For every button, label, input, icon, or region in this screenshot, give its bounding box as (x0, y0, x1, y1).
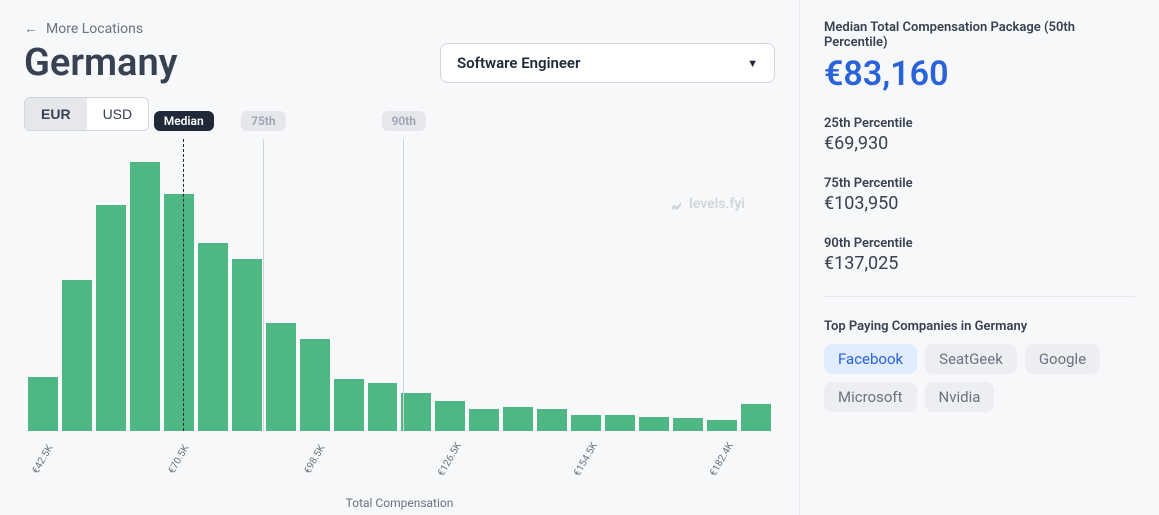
x-tick (469, 436, 499, 486)
company-chip[interactable]: Facebook (824, 344, 917, 374)
x-tick (673, 436, 703, 486)
p90-value: €137,025 (824, 253, 1135, 274)
x-tick: €126.5K (435, 436, 465, 486)
p75-value: €103,950 (824, 193, 1135, 214)
p25-value: €69,930 (824, 133, 1135, 154)
chevron-down-icon: ▼ (747, 57, 758, 70)
x-tick (368, 436, 398, 486)
chart-marker-90th: 90th (403, 139, 404, 431)
histogram-bar[interactable] (741, 404, 771, 431)
x-tick (503, 436, 533, 486)
currency-btn-eur[interactable]: EUR (25, 98, 87, 130)
histogram-bar[interactable] (96, 205, 126, 431)
histogram-bar[interactable] (707, 420, 737, 431)
histogram-bar[interactable] (164, 194, 194, 431)
role-select[interactable]: Software Engineer ▼ (440, 43, 775, 83)
chart-marker-median: Median (183, 139, 184, 431)
arrow-left-icon: ← (24, 20, 38, 37)
histogram-bar[interactable] (300, 339, 330, 431)
histogram-bar[interactable] (673, 418, 703, 431)
company-chip[interactable]: Google (1025, 344, 1100, 374)
x-tick (130, 436, 160, 486)
x-tick (198, 436, 228, 486)
p90-label: 90th Percentile (824, 236, 1135, 251)
currency-btn-usd[interactable]: USD (87, 98, 149, 130)
x-tick: €42.5K (28, 436, 58, 486)
histogram-bar[interactable] (537, 409, 567, 431)
histogram-bar[interactable] (232, 259, 262, 431)
back-link[interactable]: ← More Locations (24, 20, 775, 37)
x-tick: €70.5K (164, 436, 194, 486)
histogram-bar[interactable] (401, 393, 431, 431)
company-chip[interactable]: SeatGeek (925, 344, 1017, 374)
x-tick (401, 436, 431, 486)
x-tick: €154.5K (571, 436, 601, 486)
x-tick: €182.4K (707, 436, 737, 486)
back-link-label: More Locations (46, 21, 143, 37)
histogram-bar[interactable] (435, 401, 465, 431)
x-tick (537, 436, 567, 486)
page-title: Germany (24, 41, 178, 85)
x-tick (605, 436, 635, 486)
role-select-value: Software Engineer (457, 54, 580, 72)
histogram-bar[interactable] (130, 162, 160, 431)
histogram-bar[interactable] (28, 377, 58, 431)
company-chip[interactable]: Microsoft (824, 382, 917, 412)
histogram-bar[interactable] (503, 407, 533, 431)
x-tick: €98.5K (300, 436, 330, 486)
p25-label: 25th Percentile (824, 116, 1135, 131)
currency-toggle: EURUSD (24, 97, 149, 131)
top-companies-label: Top Paying Companies in Germany (824, 319, 1135, 334)
x-tick (334, 436, 364, 486)
histogram-bar[interactable] (571, 415, 601, 431)
histogram-bar[interactable] (469, 409, 499, 431)
x-tick (741, 436, 771, 486)
histogram-bar[interactable] (368, 383, 398, 431)
divider (824, 296, 1135, 297)
company-chip[interactable]: Nvidia (925, 382, 995, 412)
histogram-bar[interactable] (198, 243, 228, 431)
chart-marker-75th: 75th (263, 139, 264, 431)
histogram-bar[interactable] (639, 417, 669, 431)
median-label: Median Total Compensation Package (50th … (824, 20, 1135, 50)
p75-label: 75th Percentile (824, 176, 1135, 191)
median-value: €83,160 (824, 54, 1135, 94)
x-tick (232, 436, 262, 486)
histogram-bar[interactable] (62, 280, 92, 431)
x-tick (96, 436, 126, 486)
compensation-histogram: levels.fyi Median75th90th €42.5K€70.5K€9… (24, 151, 775, 491)
histogram-bar[interactable] (334, 379, 364, 431)
x-tick (639, 436, 669, 486)
x-axis-title: Total Compensation (24, 496, 775, 510)
histogram-bar[interactable] (605, 415, 635, 431)
x-tick (62, 436, 92, 486)
x-tick (266, 436, 296, 486)
histogram-bar[interactable] (266, 323, 296, 431)
